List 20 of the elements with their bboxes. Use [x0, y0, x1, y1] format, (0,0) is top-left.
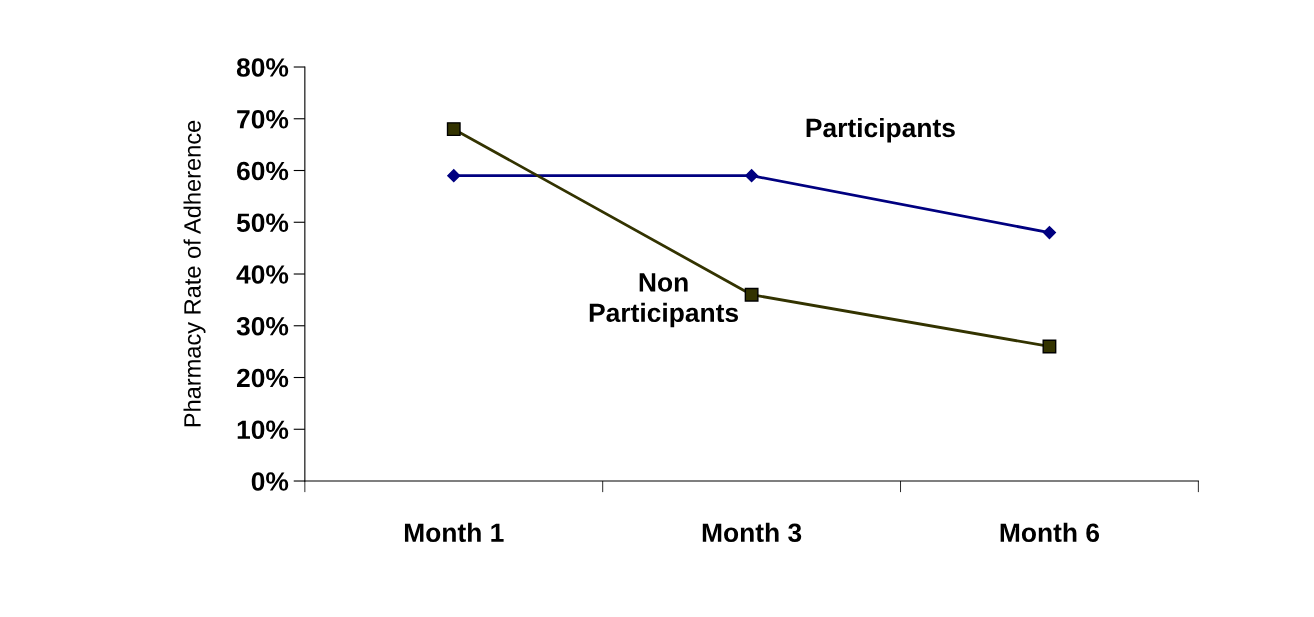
y-tick-label: 40% [236, 265, 289, 284]
point [744, 287, 759, 302]
x-tick-label: Month 6 [1000, 522, 1100, 543]
x-tick-label: Month 3 [702, 522, 802, 543]
y-tick-label: 0% [251, 472, 289, 491]
y-tick-label: 80% [236, 58, 289, 77]
x-tick-label: Month 1 [404, 522, 504, 543]
point [447, 169, 461, 183]
series-label: Participants [806, 117, 955, 143]
y-tick-label: 70% [237, 109, 289, 129]
point [1042, 226, 1057, 240]
y-axis-title: Pharmacy Rate of Adherence [183, 120, 206, 427]
y-tick-label: 20% [236, 368, 289, 388]
y-tick-label: 10% [237, 420, 289, 440]
y-tick-label: 30% [236, 316, 289, 336]
series-label: Non Participants [589, 273, 739, 328]
point [745, 169, 759, 183]
point [446, 122, 461, 137]
y-tick-label: 50% [236, 213, 289, 233]
y-tick-label: 60% [237, 161, 289, 181]
